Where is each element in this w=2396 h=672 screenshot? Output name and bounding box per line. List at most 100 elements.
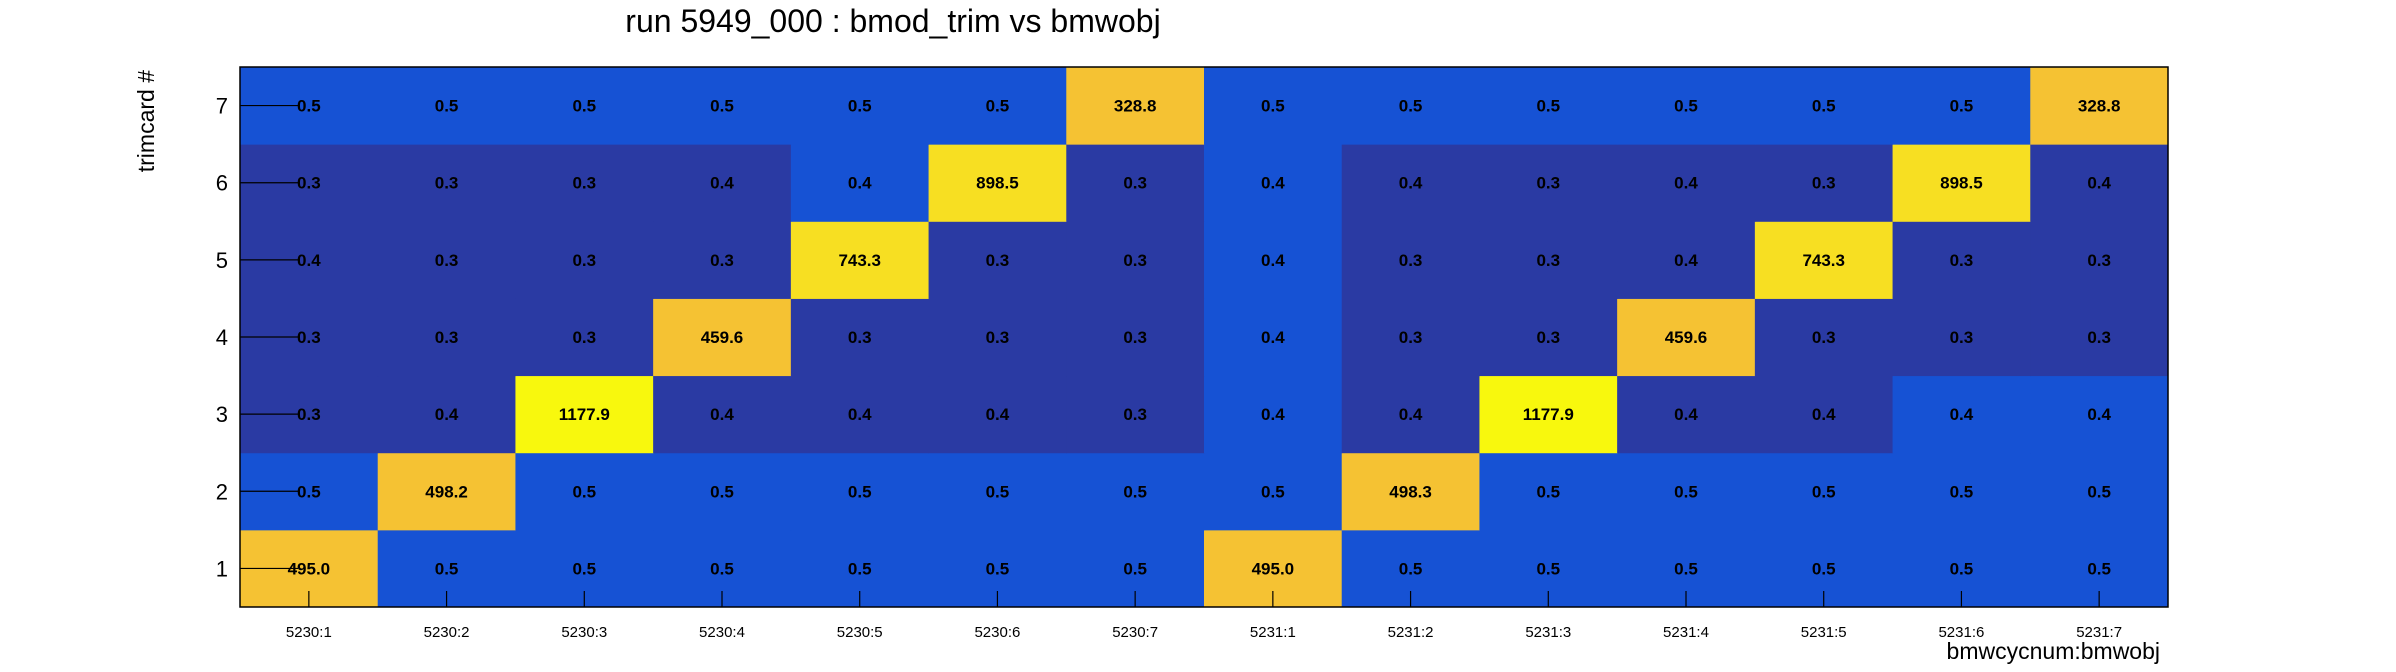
cell-value-label: 0.5 xyxy=(1950,482,1974,501)
cell-value-label: 0.5 xyxy=(297,97,321,116)
cell-value-label: 0.5 xyxy=(572,97,596,116)
heatmap-cell xyxy=(1479,452,1618,531)
cell-value-label: 0.5 xyxy=(986,482,1010,501)
cell-value-label: 0.3 xyxy=(297,174,321,193)
cell-value-label: 743.3 xyxy=(1802,251,1845,270)
heatmap-cell xyxy=(2030,144,2169,222)
x-tick-label: 5231:4 xyxy=(1663,624,1709,641)
heatmap-cells: 495.0 0.5 0.5 0.5 0.5 0.5 0.5 495.0 0.5 0.5 0.5 0.5… xyxy=(240,67,2169,608)
x-tick-label: 5230:7 xyxy=(1112,624,1158,641)
heatmap-cell xyxy=(653,298,792,377)
cell-value-label: 0.5 xyxy=(572,482,596,501)
cell-value-label: 0.3 xyxy=(572,174,596,193)
cell-value-label: 0.5 xyxy=(1536,559,1560,578)
cell-value-label: 0.5 xyxy=(986,97,1010,116)
cell-value-label: 0.4 xyxy=(435,405,459,424)
cell-value-label: 0.4 xyxy=(1674,405,1698,424)
heatmap-cell xyxy=(1204,144,1343,222)
cell-value-label: 0.4 xyxy=(848,405,872,424)
cell-value-label: 0.4 xyxy=(1261,328,1285,347)
cell-value-label: 0.5 xyxy=(1812,482,1836,501)
cell-value-label: 0.5 xyxy=(1123,482,1147,501)
cell-value-label: 0.5 xyxy=(710,482,734,501)
heatmap-cell xyxy=(1204,67,1343,145)
cell-value-label: 0.3 xyxy=(1536,174,1560,193)
cell-value-label: 0.4 xyxy=(1950,405,1974,424)
heatmap-cell xyxy=(1754,221,1894,299)
heatmap-cell xyxy=(1479,144,1618,222)
heatmap-cell xyxy=(1341,298,1480,377)
cell-value-label: 0.3 xyxy=(1812,328,1836,347)
cell-value-label: 1177.9 xyxy=(559,405,610,424)
heatmap-cell xyxy=(1892,144,2031,222)
cell-value-label: 0.4 xyxy=(1674,174,1698,193)
x-tick-label: 5230:4 xyxy=(699,624,745,641)
cell-value-label: 0.3 xyxy=(1536,328,1560,347)
x-tick-label: 5231:5 xyxy=(1801,624,1847,641)
heatmap-cell xyxy=(1341,375,1480,454)
cell-value-label: 498.3 xyxy=(1389,482,1432,501)
heatmap-cell xyxy=(1617,67,1756,145)
cell-value-label: 0.3 xyxy=(986,328,1010,347)
heatmap-cell xyxy=(653,375,792,454)
heatmap-cell xyxy=(2030,298,2169,377)
cell-value-label: 0.5 xyxy=(1123,559,1147,578)
heatmap-cell xyxy=(790,221,930,299)
cell-value-label: 0.4 xyxy=(986,405,1010,424)
heatmap-cell xyxy=(1754,375,1894,454)
heatmap-cell xyxy=(1479,298,1618,377)
cell-value-label: 0.4 xyxy=(1399,405,1423,424)
heatmap-cell xyxy=(1892,67,2031,145)
y-axis-label: trimcard # xyxy=(133,70,159,172)
heatmap-cell xyxy=(1341,67,1480,145)
heatmap-cell xyxy=(377,298,516,377)
heatmap-cell xyxy=(1066,298,1205,377)
cell-value-label: 0.5 xyxy=(1399,559,1423,578)
cell-value-label: 0.4 xyxy=(710,405,734,424)
heatmap-cell xyxy=(928,298,1067,377)
heatmap-cell xyxy=(1754,298,1894,377)
heatmap-cell xyxy=(1066,67,1205,145)
heatmap-cell xyxy=(1341,221,1480,299)
heatmap-cell xyxy=(377,452,516,531)
heatmap-cell xyxy=(377,221,516,299)
heatmap-cell xyxy=(928,375,1067,454)
heatmap-cell xyxy=(1754,452,1894,531)
cell-value-label: 459.6 xyxy=(701,328,744,347)
cell-value-label: 0.5 xyxy=(1536,97,1560,116)
cell-value-label: 0.4 xyxy=(2087,174,2111,193)
y-tick-label: 1 xyxy=(216,556,228,581)
cell-value-label: 0.3 xyxy=(297,328,321,347)
heatmap-cell xyxy=(1066,144,1205,222)
chart-title: run 5949_000 : bmod_trim vs bmwobj xyxy=(625,3,1160,39)
heatmap-cell xyxy=(928,144,1067,222)
heatmap-cell xyxy=(790,67,930,145)
x-tick-label: 5231:2 xyxy=(1388,624,1434,641)
heatmap-cell xyxy=(653,452,792,531)
heatmap-cell xyxy=(1754,144,1894,222)
cell-value-label: 459.6 xyxy=(1665,328,1708,347)
cell-value-label: 898.5 xyxy=(1940,174,1983,193)
cell-value-label: 0.5 xyxy=(848,482,872,501)
heatmap-cell xyxy=(1204,375,1343,454)
cell-value-label: 0.5 xyxy=(1399,97,1423,116)
heatmap-cell xyxy=(1617,221,1756,299)
cell-value-label: 0.5 xyxy=(2087,559,2111,578)
heatmap-cell xyxy=(515,144,654,222)
cell-value-label: 743.3 xyxy=(838,251,881,270)
cell-value-label: 0.3 xyxy=(572,251,596,270)
cell-value-label: 0.4 xyxy=(710,174,734,193)
cell-value-label: 0.4 xyxy=(1261,174,1285,193)
y-tick-label: 5 xyxy=(216,248,228,273)
cell-value-label: 0.4 xyxy=(848,174,872,193)
heatmap-cell xyxy=(2030,452,2169,531)
heatmap-cell xyxy=(515,221,654,299)
cell-value-label: 0.5 xyxy=(848,97,872,116)
heatmap-cell xyxy=(1066,375,1205,454)
heatmap-cell xyxy=(377,144,516,222)
cell-value-label: 0.3 xyxy=(435,328,459,347)
heatmap-cell xyxy=(1479,221,1618,299)
cell-value-label: 0.5 xyxy=(1674,559,1698,578)
x-axis-label: bmwcycnum:bmwobj xyxy=(1947,638,2160,664)
cell-value-label: 0.3 xyxy=(1950,328,1974,347)
